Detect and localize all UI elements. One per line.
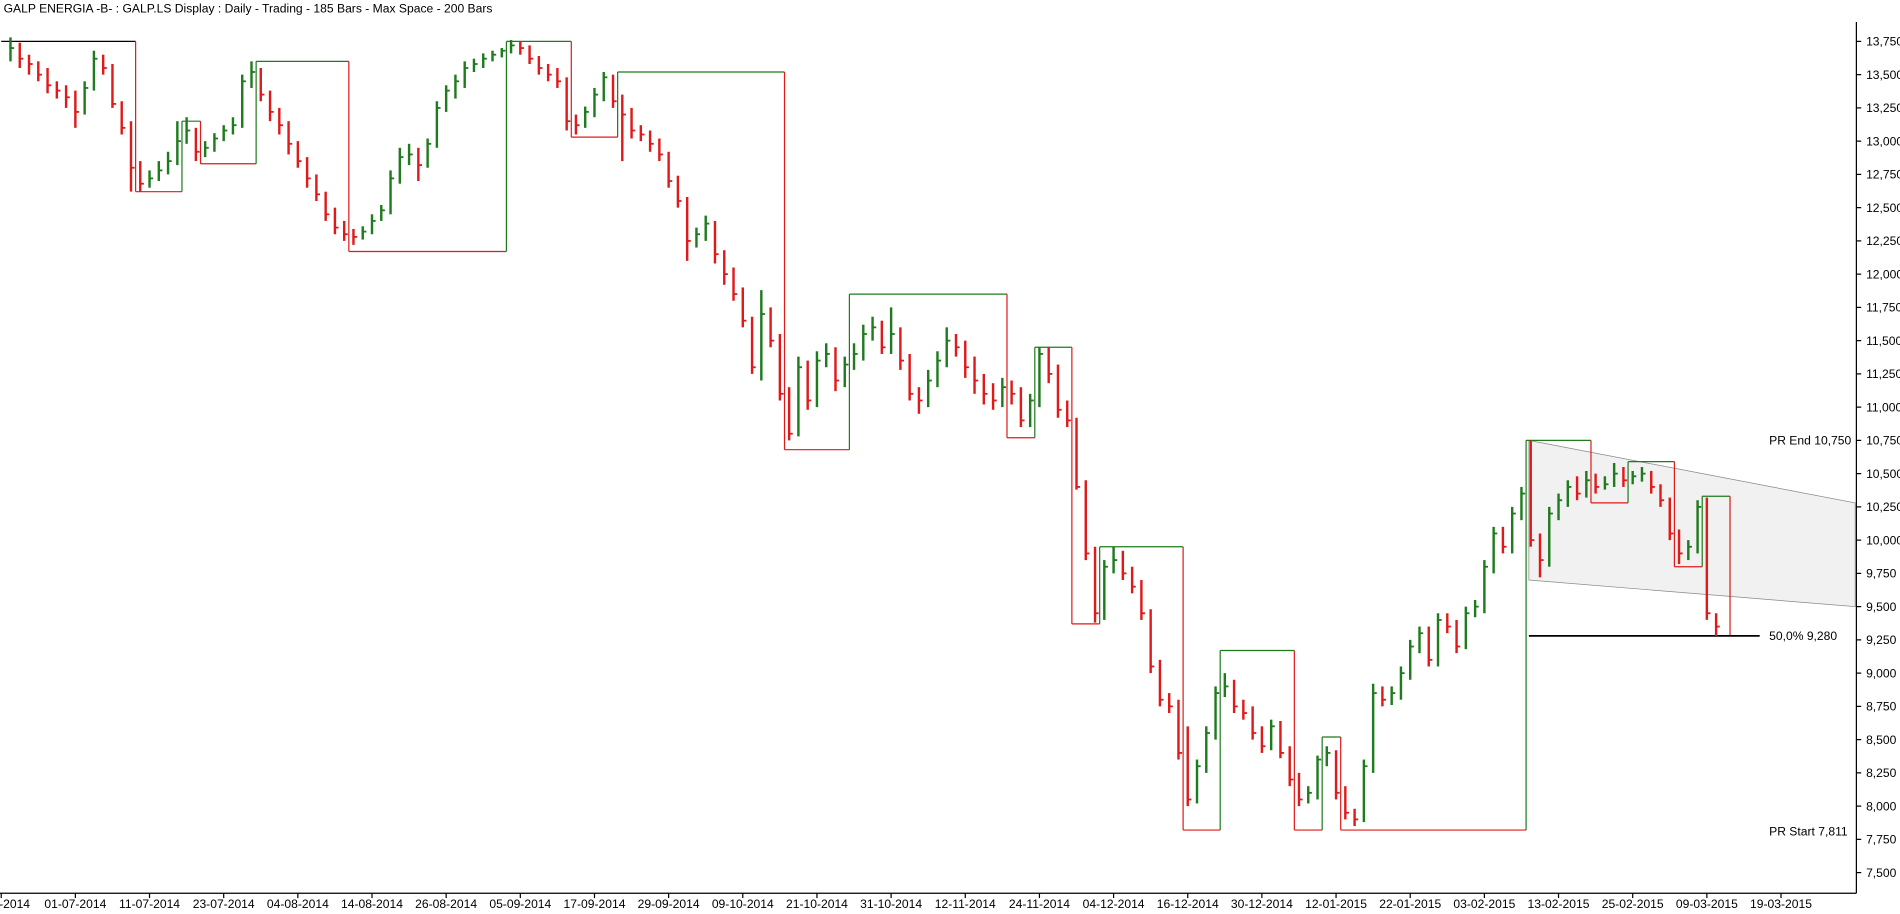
y-tick-label: 11,000 — [1866, 400, 1900, 414]
y-tick-label: 11,750 — [1866, 301, 1900, 315]
x-tick-label: 09-10-2014 — [712, 897, 774, 911]
y-tick-label: 10,500 — [1866, 467, 1900, 481]
x-tick-label: 22-01-2015 — [1379, 897, 1441, 911]
y-tick-label: 7,750 — [1866, 833, 1897, 847]
x-tick-label: 17-09-2014 — [564, 897, 626, 911]
x-tick-label: 14-08-2014 — [341, 897, 403, 911]
x-tick-label: 23-07-2014 — [193, 897, 255, 911]
x-tick-label: 21-10-2014 — [786, 897, 848, 911]
x-tick-label: 05-09-2014 — [489, 897, 551, 911]
y-tick-label: 13,500 — [1866, 68, 1900, 82]
y-tick-label: 8,750 — [1866, 700, 1897, 714]
y-tick-label: 10,250 — [1866, 500, 1900, 514]
x-tick-label: 09-03-2015 — [1676, 897, 1738, 911]
x-tick-label: 12-01-2015 — [1305, 897, 1367, 911]
x-tick-label: 12-11-2014 — [935, 897, 996, 911]
x-tick-label: 26-08-2014 — [415, 897, 477, 911]
x-tick-label: 30-12-2014 — [1231, 897, 1293, 911]
y-tick-label: 10,750 — [1866, 434, 1900, 448]
x-tick-label: 31-10-2014 — [860, 897, 922, 911]
y-tick-label: 8,000 — [1866, 799, 1897, 813]
x-tick-label: 16-12-2014 — [1157, 897, 1219, 911]
annotation: PR End 10,750 — [1769, 434, 1851, 448]
y-tick-label: 9,000 — [1866, 666, 1897, 680]
y-tick-label: 9,500 — [1866, 600, 1897, 614]
y-tick-label: 11,250 — [1866, 367, 1900, 381]
x-tick-label: 01-07-2014 — [44, 897, 106, 911]
y-tick-label: 12,750 — [1866, 168, 1900, 182]
channel — [1528, 439, 1856, 608]
x-tick-label: 13-02-2015 — [1528, 897, 1590, 911]
x-tick-label: 29-09-2014 — [638, 897, 700, 911]
y-tick-label: 12,250 — [1866, 234, 1900, 248]
y-tick-label: 12,500 — [1866, 201, 1900, 215]
y-tick-label: 13,750 — [1866, 35, 1900, 49]
x-tick-label: 03-02-2015 — [1453, 897, 1515, 911]
y-tick-label: 13,000 — [1866, 134, 1900, 148]
y-tick-label: 8,250 — [1866, 766, 1897, 780]
x-tick-label: 04-12-2014 — [1083, 897, 1145, 911]
x-tick-label: 24-11-2014 — [1009, 897, 1070, 911]
x-tick-label: 11-07-2014 — [119, 897, 180, 911]
y-tick-label: 8,500 — [1866, 733, 1897, 747]
y-tick-label: 11,500 — [1866, 334, 1900, 348]
annotation: PR Start 7,811 — [1769, 824, 1848, 838]
y-tick-label: 9,750 — [1866, 567, 1897, 581]
x-tick-label: 19-03-2015 — [1750, 897, 1812, 911]
y-tick-label: 7,500 — [1866, 866, 1897, 880]
y-tick-label: 10,000 — [1866, 533, 1900, 547]
y-tick-label: 12,000 — [1866, 267, 1900, 281]
y-tick-label: 9,250 — [1866, 633, 1897, 647]
x-tick-label: -2014 — [0, 897, 30, 911]
y-tick-label: 13,250 — [1866, 101, 1900, 115]
chart-title: GALP ENERGIA -B- : GALP.LS Display : Dai… — [4, 1, 493, 15]
x-tick-label: 25-02-2015 — [1602, 897, 1664, 911]
annotation: 50,0% 9,280 — [1769, 629, 1837, 643]
x-tick-label: 04-08-2014 — [267, 897, 329, 911]
